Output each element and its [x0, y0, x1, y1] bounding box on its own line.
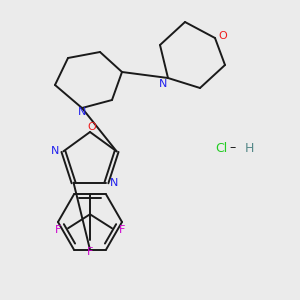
Text: –: –: [230, 142, 236, 154]
Text: N: N: [110, 178, 118, 188]
Text: N: N: [51, 146, 60, 156]
Text: N: N: [78, 107, 86, 117]
Text: N: N: [159, 79, 167, 89]
Text: O: O: [88, 122, 96, 132]
Text: F: F: [87, 247, 93, 257]
Text: O: O: [219, 31, 227, 41]
Text: H: H: [245, 142, 254, 154]
Text: F: F: [119, 225, 125, 235]
Text: Cl: Cl: [215, 142, 227, 154]
Text: F: F: [55, 225, 61, 235]
